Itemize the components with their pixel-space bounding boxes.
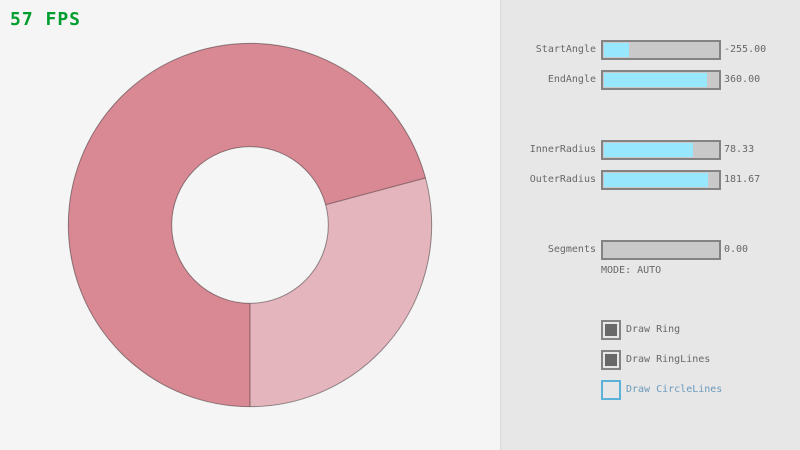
segments-slider[interactable] <box>601 240 721 260</box>
checkbox-row-draw-ring: Draw Ring <box>601 320 800 340</box>
outer-radius-label: OuterRadius <box>529 174 596 185</box>
ring-lines <box>67 42 433 408</box>
slider-row-start-angle: StartAngle -255.00 <box>501 40 800 60</box>
inner-radius-value: 78.33 <box>724 144 755 155</box>
slider-row-segments: Segments 0.00 <box>501 240 800 260</box>
outer-radius-slider-fill <box>604 173 708 187</box>
draw-ring-label: Draw Ring <box>626 324 681 335</box>
start-angle-label: StartAngle <box>535 44 596 55</box>
end-angle-slider-fill <box>604 73 707 87</box>
end-angle-slider[interactable] <box>601 70 721 90</box>
checkbox-row-draw-circlelines: Draw CircleLines <box>601 380 800 400</box>
end-angle-label: EndAngle <box>547 74 596 85</box>
segments-label: Segments <box>547 244 596 255</box>
start-angle-value: -255.00 <box>724 44 767 55</box>
slider-row-outer-radius: OuterRadius 181.67 <box>501 170 800 190</box>
inner-radius-slider-fill <box>604 143 694 157</box>
ring-sector-light <box>250 177 432 407</box>
checkmark-icon <box>605 354 617 366</box>
checkmark-icon <box>605 324 617 336</box>
ring-canvas <box>67 42 433 408</box>
ring-outer-line <box>67 42 433 408</box>
mode-label: MODE: AUTO <box>601 265 662 276</box>
outer-radius-value: 181.67 <box>724 174 761 185</box>
fps-counter: 57 FPS <box>10 9 82 30</box>
start-angle-slider[interactable] <box>601 40 721 60</box>
slider-row-inner-radius: InnerRadius 78.33 <box>501 140 800 160</box>
ring-sector-dark <box>68 43 426 407</box>
segments-value: 0.00 <box>724 244 749 255</box>
ring-edge-start <box>325 177 426 206</box>
draw-ringlines-checkbox[interactable] <box>601 350 621 370</box>
slider-row-end-angle: EndAngle 360.00 <box>501 70 800 90</box>
draw-ringlines-label: Draw RingLines <box>626 354 711 365</box>
outer-radius-slider[interactable] <box>601 170 721 190</box>
inner-radius-slider[interactable] <box>601 140 721 160</box>
inner-radius-label: InnerRadius <box>529 144 596 155</box>
ring-inner-line <box>171 146 329 304</box>
checkbox-row-draw-ringlines: Draw RingLines <box>601 350 800 370</box>
start-angle-slider-fill <box>604 43 629 57</box>
draw-circlelines-label: Draw CircleLines <box>626 384 723 395</box>
controls-panel: StartAngle -255.00 EndAngle 360.00 Inner… <box>500 0 800 450</box>
draw-circlelines-checkbox[interactable] <box>601 380 621 400</box>
draw-ring-checkbox[interactable] <box>601 320 621 340</box>
end-angle-value: 360.00 <box>724 74 761 85</box>
